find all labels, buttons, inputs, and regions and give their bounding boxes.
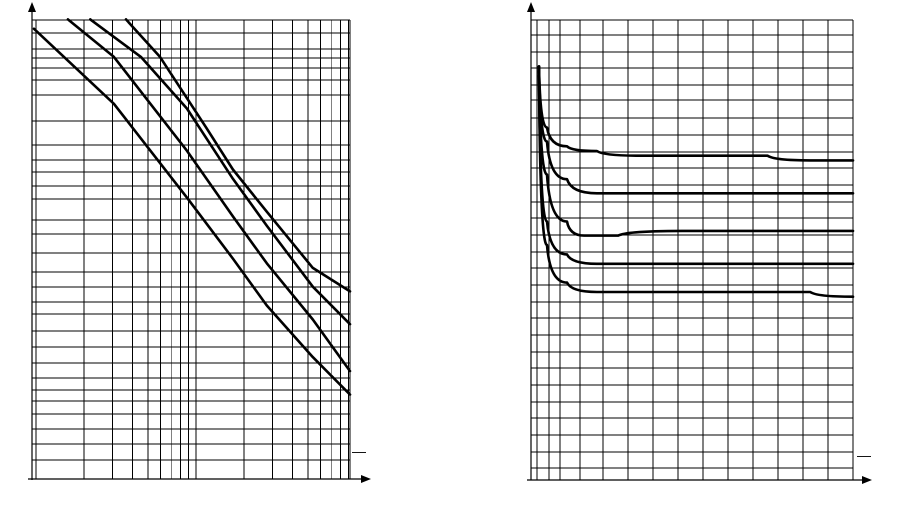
- right-x-axis-marker: —: [857, 447, 871, 463]
- right-series-line-3: [537, 65, 855, 237]
- right-series-line-1: [537, 65, 855, 162]
- left-chart-axes: —: [28, 2, 371, 483]
- right-series-line-4: [537, 69, 855, 266]
- left-series-line-4: [124, 18, 352, 293]
- left-series-line-1: [32, 27, 352, 396]
- right-series-line-2: [537, 65, 855, 195]
- left-series-line-3: [89, 18, 352, 326]
- right-chart-curves: [537, 65, 855, 298]
- right-x-axis-arrow-icon: [862, 476, 872, 484]
- left-chart-curves: [32, 18, 352, 396]
- left-chart: —: [28, 2, 371, 483]
- left-x-axis-arrow-icon: [361, 475, 371, 483]
- right-y-axis-arrow-icon: [527, 2, 535, 12]
- right-chart-axes: —: [527, 2, 872, 484]
- left-x-axis-marker: —: [352, 443, 366, 459]
- right-chart-grid: [531, 19, 854, 480]
- left-series-line-2: [66, 18, 352, 373]
- left-y-axis-arrow-icon: [28, 2, 36, 12]
- right-chart: —: [527, 2, 872, 484]
- right-series-line-5: [537, 74, 855, 298]
- left-chart-grid: [32, 19, 351, 479]
